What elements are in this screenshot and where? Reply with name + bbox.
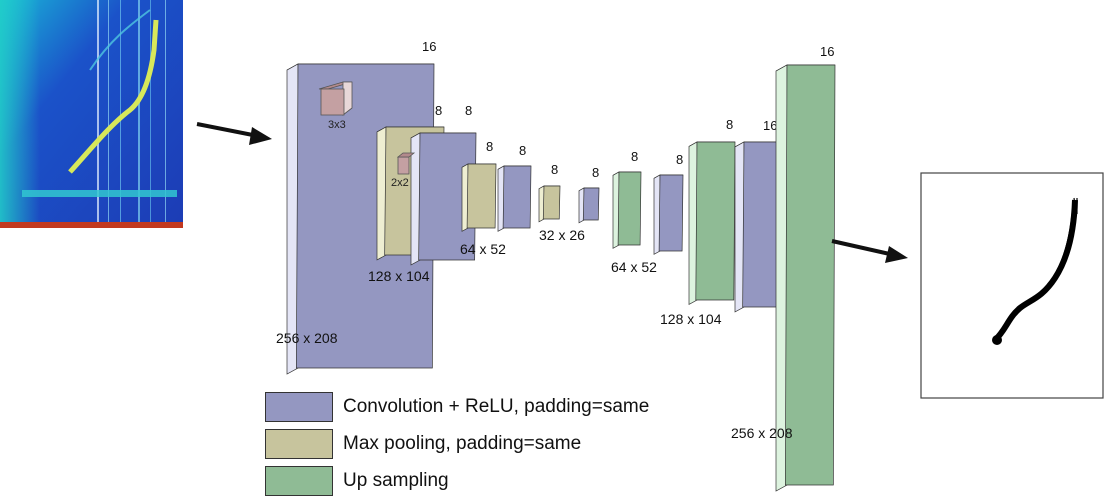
layer-depth-label: 8 bbox=[551, 162, 558, 177]
conv-kernel: 3x3 bbox=[318, 81, 353, 131]
legend-item-conv: Convolution + ReLU, padding=same bbox=[265, 392, 649, 422]
layer-size-label: 256 x 208 bbox=[276, 330, 338, 346]
layer-upsample-8: 8 64 x 52 bbox=[611, 149, 657, 275]
legend-item-upsample: Up sampling bbox=[265, 466, 649, 496]
spectrogram-noise-lines bbox=[97, 0, 166, 222]
mask-tick bbox=[1073, 197, 1077, 213]
pool-kernel-label: 2x2 bbox=[391, 177, 409, 189]
layer-depth-label: 8 bbox=[592, 165, 599, 180]
legend-label-upsample: Up sampling bbox=[343, 470, 449, 491]
legend-label-pool: Max pooling, padding=same bbox=[343, 433, 582, 454]
layer-front-face bbox=[695, 141, 736, 301]
layer-conv-7: 8 bbox=[578, 165, 600, 224]
layer-conv-5: 8 bbox=[497, 143, 532, 232]
layer-front-face bbox=[542, 185, 561, 220]
layer-depth-label: 8 bbox=[726, 117, 733, 132]
legend-label-conv: Convolution + ReLU, padding=same bbox=[343, 396, 650, 417]
layer-front-face bbox=[466, 163, 497, 229]
layer-upsample-12: 16 256 x 208 bbox=[731, 44, 836, 492]
spectrogram-faint-trace bbox=[89, 9, 151, 71]
layer-front-face bbox=[617, 171, 642, 246]
layer-conv-11: 16 bbox=[734, 118, 779, 313]
spectrogram-noise-line bbox=[120, 0, 121, 222]
layer-upsample-10: 8 128 x 104 bbox=[660, 117, 736, 327]
layer-pool-6: 8 32 x 26 bbox=[538, 162, 585, 243]
layer-size-label: 256 x 208 bbox=[731, 425, 793, 441]
spectrogram-noise-line bbox=[108, 0, 109, 222]
pool-kernel: 2x2 bbox=[391, 152, 416, 189]
layer-front-face bbox=[502, 165, 532, 229]
layer-front-face bbox=[658, 174, 684, 252]
layer-size-label: 64 x 52 bbox=[460, 241, 506, 257]
spectrogram-noise-line bbox=[138, 0, 140, 222]
output-arrow bbox=[831, 239, 908, 263]
mask-blob bbox=[992, 335, 1002, 345]
layer-depth-label: 16 bbox=[422, 39, 436, 54]
spectrogram-noise-line bbox=[97, 0, 99, 222]
layer-front-face bbox=[742, 141, 779, 308]
layer-size-label: 64 x 52 bbox=[611, 259, 657, 275]
output-mask bbox=[920, 172, 1104, 399]
spectrogram-noise-line bbox=[150, 0, 151, 222]
layer-front-face bbox=[582, 187, 600, 221]
mask-trace-edge bbox=[1046, 199, 1076, 287]
layer-depth-label: 8 bbox=[631, 149, 638, 164]
legend-swatch-pool bbox=[265, 429, 333, 459]
layer-depth-label: 8 bbox=[435, 103, 442, 118]
layer-depth-label: 8 bbox=[465, 103, 472, 118]
layer-size-label: 32 x 26 bbox=[539, 227, 585, 243]
layer-size-label: 128 x 104 bbox=[368, 268, 430, 284]
legend-swatch-upsample bbox=[265, 466, 333, 496]
layer-depth-label: 16 bbox=[763, 118, 777, 133]
layer-front-face bbox=[784, 64, 836, 486]
spectrogram-trace bbox=[68, 19, 159, 174]
layer-depth-label: 16 bbox=[820, 44, 834, 59]
layer-depth-label: 8 bbox=[519, 143, 526, 158]
spectrogram-noise-line bbox=[165, 0, 166, 222]
spectrogram-bottom-strip bbox=[0, 222, 183, 228]
layer-depth-label: 8 bbox=[676, 152, 683, 167]
layer-conv-9: 8 bbox=[653, 152, 684, 255]
layer-depth-label: 8 bbox=[486, 139, 493, 154]
legend-item-pool: Max pooling, padding=same bbox=[265, 429, 649, 459]
layer-size-label: 128 x 104 bbox=[660, 311, 722, 327]
spectrogram-band bbox=[22, 190, 177, 197]
legend-swatch-conv bbox=[265, 392, 333, 422]
input-arrow bbox=[196, 122, 272, 145]
legend: Convolution + ReLU, padding=same Max poo… bbox=[265, 392, 649, 496]
layer-pool-4: 8 64 x 52 bbox=[460, 139, 506, 257]
input-spectrogram bbox=[0, 0, 183, 228]
conv-kernel-label: 3x3 bbox=[328, 119, 346, 131]
